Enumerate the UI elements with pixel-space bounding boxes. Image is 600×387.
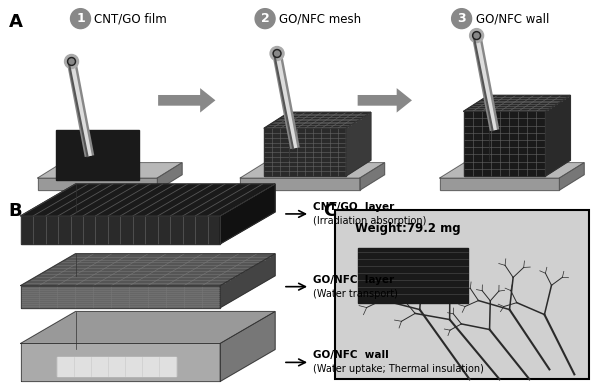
- Text: C: C: [323, 202, 336, 220]
- Text: 1: 1: [76, 12, 85, 25]
- Circle shape: [270, 46, 284, 60]
- Polygon shape: [264, 112, 371, 128]
- Polygon shape: [20, 343, 220, 381]
- Text: (Water transport): (Water transport): [313, 289, 398, 299]
- Polygon shape: [464, 111, 545, 176]
- Circle shape: [470, 29, 484, 43]
- Polygon shape: [440, 163, 584, 178]
- Polygon shape: [545, 95, 571, 176]
- Text: CNT/GO  layer: CNT/GO layer: [313, 202, 394, 212]
- Polygon shape: [220, 312, 275, 381]
- Circle shape: [71, 9, 91, 29]
- Text: GO/NFC wall: GO/NFC wall: [476, 12, 549, 25]
- Bar: [335, 210, 589, 379]
- Polygon shape: [264, 128, 346, 176]
- Polygon shape: [346, 112, 371, 176]
- Polygon shape: [157, 163, 182, 190]
- Polygon shape: [464, 95, 571, 111]
- Polygon shape: [240, 163, 385, 178]
- Polygon shape: [440, 178, 559, 190]
- Text: CNT/GO film: CNT/GO film: [94, 12, 167, 25]
- Circle shape: [273, 50, 281, 58]
- Circle shape: [68, 58, 76, 65]
- Bar: [358, 248, 467, 303]
- Circle shape: [452, 9, 472, 29]
- Polygon shape: [220, 254, 275, 308]
- Polygon shape: [20, 286, 220, 308]
- Circle shape: [65, 55, 79, 68]
- Text: GO/NFC mesh: GO/NFC mesh: [279, 12, 361, 25]
- Polygon shape: [240, 178, 360, 190]
- Polygon shape: [559, 163, 584, 190]
- Circle shape: [255, 9, 275, 29]
- Text: 2: 2: [261, 12, 269, 25]
- Polygon shape: [38, 163, 182, 178]
- Circle shape: [69, 59, 74, 64]
- Text: (Irradiation absorption): (Irradiation absorption): [313, 216, 427, 226]
- Polygon shape: [20, 254, 275, 286]
- Polygon shape: [20, 312, 275, 343]
- Polygon shape: [38, 178, 157, 190]
- Text: A: A: [8, 13, 23, 31]
- Polygon shape: [20, 184, 275, 216]
- Text: B: B: [8, 202, 22, 220]
- Text: 3: 3: [457, 12, 466, 25]
- Circle shape: [473, 32, 481, 39]
- Polygon shape: [220, 184, 275, 244]
- Text: Weight:79.2 mg: Weight:79.2 mg: [355, 222, 460, 235]
- Bar: [56, 357, 176, 376]
- Circle shape: [275, 51, 280, 56]
- Text: GO/NFC  layer: GO/NFC layer: [313, 275, 394, 285]
- Circle shape: [474, 33, 479, 38]
- Text: (Water uptake; Thermal insulation): (Water uptake; Thermal insulation): [313, 365, 484, 374]
- Polygon shape: [360, 163, 385, 190]
- Bar: [56, 130, 139, 180]
- Polygon shape: [20, 216, 220, 244]
- Text: GO/NFC  wall: GO/NFC wall: [313, 350, 389, 360]
